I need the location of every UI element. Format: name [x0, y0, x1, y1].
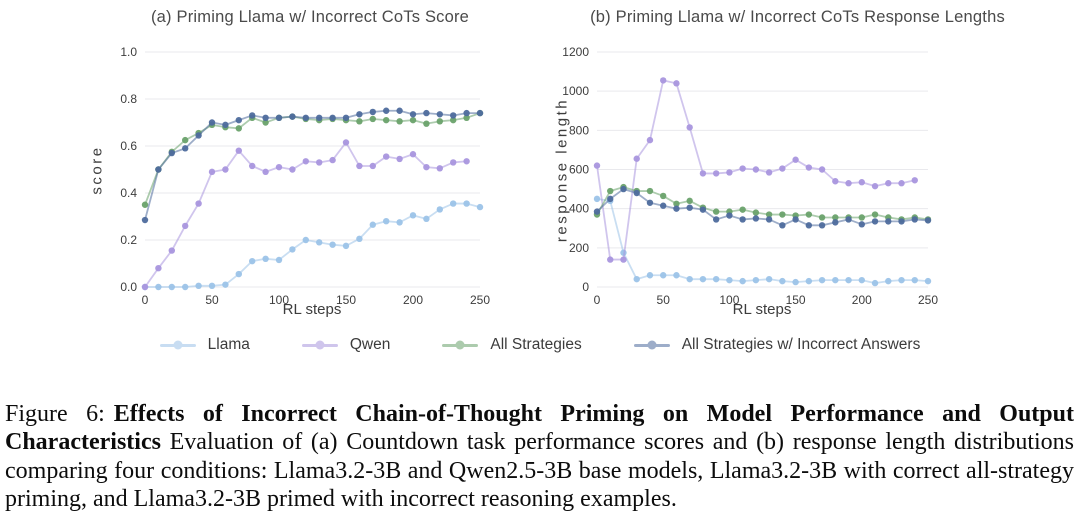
figure-caption-label: Figure 6:: [5, 401, 105, 427]
legend-item: All Strategies w/ Incorrect Answers: [633, 336, 921, 354]
legend-marker-icon: [633, 340, 670, 350]
legend-marker-icon: [159, 340, 196, 350]
series-all-strategies-w-incorrect-answers: [593, 185, 932, 229]
x-tick-label: 250: [918, 293, 938, 307]
y-tick-label: 800: [569, 123, 589, 137]
legend: Llama Qwen All Strategies All Strategies w/…: [0, 336, 1080, 354]
chart-b-plot: 0 200 400 600 800 1000 1200 0 50 100 150 200 250: [562, 45, 938, 307]
figure-caption: Figure 6: Effects of Incorrect Chain-of-T…: [5, 400, 1074, 513]
x-tick-label: 50: [205, 293, 219, 307]
legend-item-label: All Strategies w/ Incorrect Answers: [681, 336, 921, 353]
series-qwen: [593, 77, 918, 263]
x-tick-label: 150: [336, 293, 356, 307]
y-tick-label: 1.0: [120, 45, 137, 59]
y-tick-label: 0.0: [120, 280, 137, 294]
chart-b-x-axis-label: RL steps: [732, 301, 792, 318]
series-all-strategies: [593, 183, 932, 223]
legend-dot-icon: [173, 340, 183, 350]
legend-dot-icon: [647, 340, 657, 350]
series-llama: [593, 195, 932, 287]
y-tick-label: 0.2: [120, 233, 137, 247]
chart-a-plot: 0.0 0.2 0.4 0.6 0.8 1.0 0 50 100 150 200 250: [120, 45, 490, 307]
legend-dot-icon: [455, 340, 465, 350]
legend-item: All Strategies: [442, 336, 582, 354]
chart-a-x-axis-label: RL steps: [282, 301, 342, 318]
y-tick-label: 1000: [562, 84, 589, 98]
y-tick-label: 200: [569, 241, 589, 255]
x-tick-label: 50: [657, 293, 671, 307]
series-qwen: [141, 139, 470, 291]
legend-marker-icon: [442, 340, 479, 350]
figure-caption-bold-title: Effects of Incorrect Chain-of-Thought Pr…: [5, 401, 1074, 456]
y-tick-label: 600: [569, 163, 589, 177]
y-tick-label: 0.8: [120, 92, 137, 106]
x-tick-label: 100: [719, 293, 739, 307]
x-tick-label: 100: [269, 293, 289, 307]
y-tick-label: 0.4: [120, 186, 137, 200]
chart-b-title: (b) Priming Llama w/ Incorrect CoTs Resp…: [590, 8, 1005, 26]
y-tick-label: 0.6: [120, 139, 137, 153]
legend-item-label: Qwen: [349, 336, 391, 353]
legend-item: Qwen: [301, 336, 391, 354]
figure-caption-text: Evaluation of (a) Countdown task perform…: [5, 429, 1075, 512]
x-tick-label: 200: [852, 293, 872, 307]
series-all-strategies-w-incorrect-answers: [141, 107, 484, 224]
chart-a-title: (a) Priming Llama w/ Incorrect CoTs Scor…: [150, 8, 470, 26]
x-tick-label: 0: [594, 293, 601, 307]
y-tick-label: 1200: [562, 45, 589, 59]
y-tick-label: 400: [569, 202, 589, 216]
x-tick-label: 200: [403, 293, 423, 307]
x-tick-label: 0: [142, 293, 149, 307]
x-tick-label: 150: [786, 293, 806, 307]
legend-item-label: Llama: [207, 336, 250, 353]
legend-dot-icon: [315, 340, 325, 350]
y-tick-label: 0: [582, 280, 589, 294]
legend-marker-icon: [301, 340, 338, 350]
legend-item: Llama: [159, 336, 250, 354]
legend-item-label: All Strategies: [490, 336, 582, 353]
x-tick-label: 250: [470, 293, 490, 307]
